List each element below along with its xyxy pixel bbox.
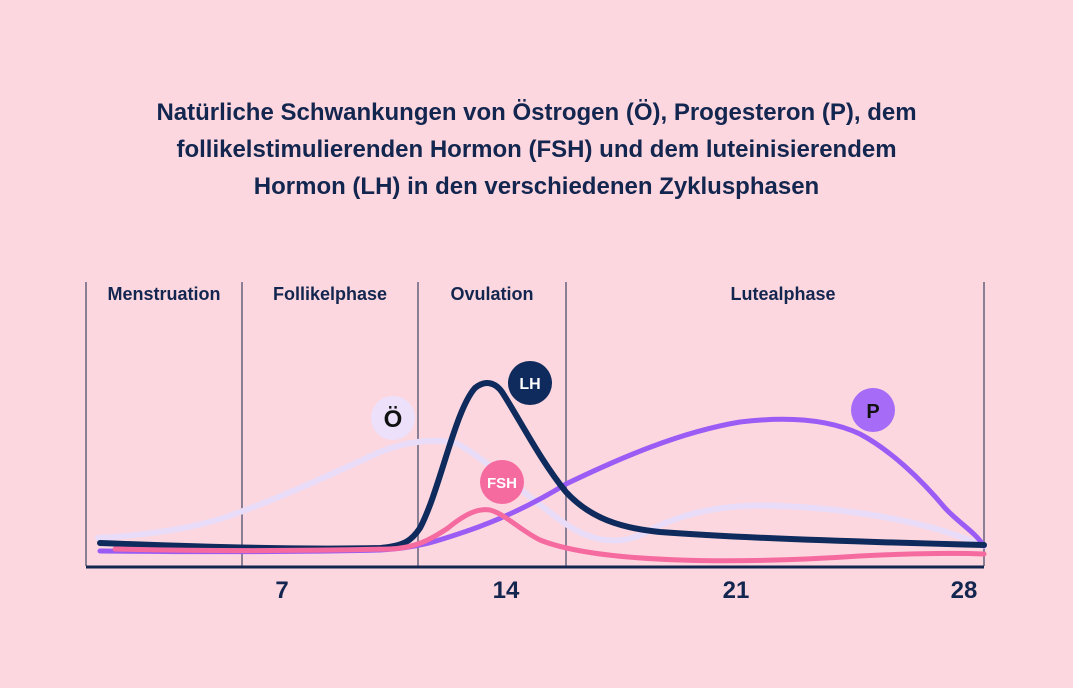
progesterone-badge-label: P (866, 401, 879, 423)
estrogen-curve (95, 437, 987, 549)
x-tick-14: 14 (493, 577, 520, 604)
x-tick-21: 21 (723, 577, 750, 604)
chart-title-line-3: Hormon (LH) in den verschiedenen Zyklusp… (253, 173, 820, 200)
fsh-badge: FSH (480, 460, 524, 504)
phase-label-ovulation: Ovulation (450, 284, 533, 304)
estrogen-badge-label: Ö (384, 406, 403, 433)
phase-label-menstruation: Menstruation (107, 284, 220, 304)
progesterone-curve (97, 416, 987, 555)
chart-title-line-1: Natürliche Schwankungen von Östrogen (Ö)… (156, 99, 917, 126)
estrogen-badge: Ö (371, 396, 415, 440)
lh-badge-label: LH (519, 376, 540, 393)
chart-title: Natürliche Schwankungen von Östrogen (Ö)… (60, 94, 1013, 205)
progesterone-badge: P (851, 388, 895, 432)
x-tick-28: 28 (951, 577, 978, 604)
fsh-badge-label: FSH (487, 475, 517, 492)
fsh-curve (112, 507, 987, 564)
lh-badge: LH (508, 361, 552, 405)
x-tick-7: 7 (275, 577, 288, 604)
phase-label-follikelphase: Follikelphase (273, 284, 387, 304)
chart-title-line-2: follikelstimulierenden Hormon (FSH) und … (176, 136, 897, 163)
phase-label-lutealphase: Lutealphase (730, 284, 835, 304)
phase-dividers (85, 282, 985, 566)
